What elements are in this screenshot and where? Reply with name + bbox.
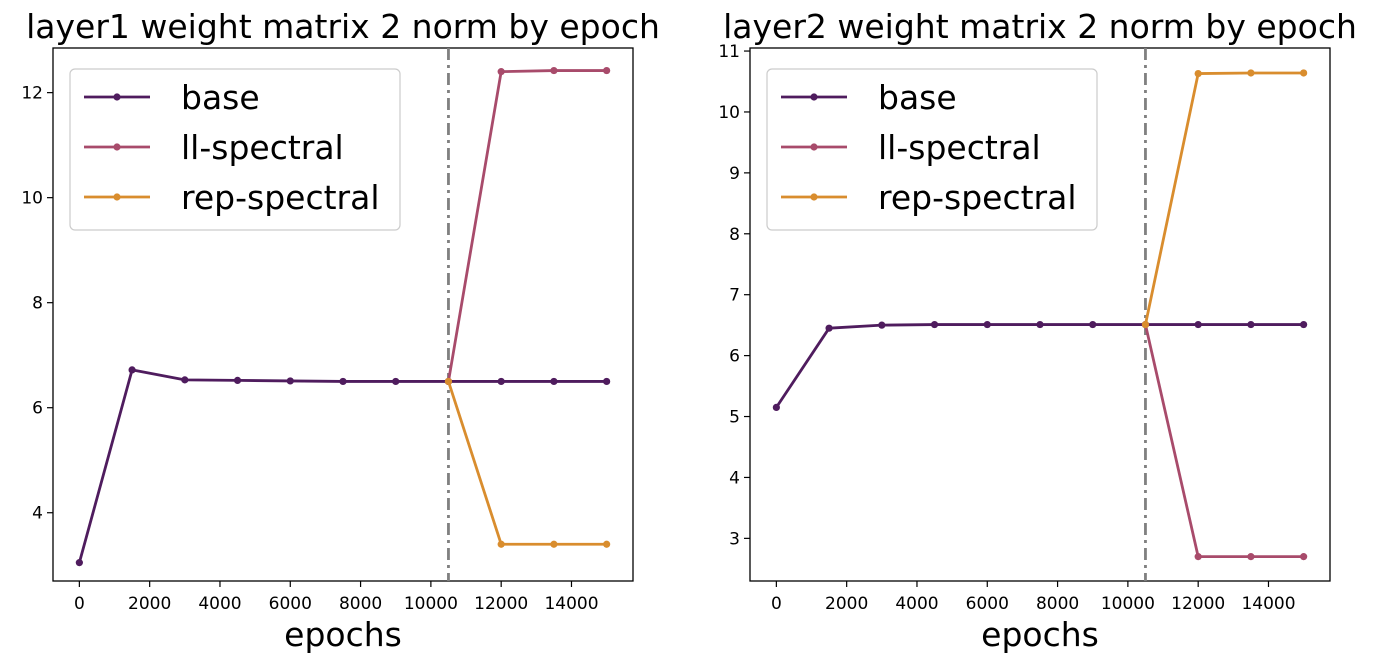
data-point-rep-spectral <box>550 540 558 548</box>
series-line-ll-spectral <box>447 69 607 382</box>
data-point-ll-spectral <box>1247 553 1255 561</box>
data-point-ll-spectral <box>497 68 505 76</box>
legend-label: ll-spectral <box>878 128 1041 167</box>
x-tick-label: 10000 <box>1101 594 1155 614</box>
legend-label: rep-spectral <box>181 178 379 217</box>
x-tick-label: 0 <box>771 594 782 614</box>
legend-marker <box>810 193 818 201</box>
x-axis-label: epochs <box>981 615 1099 654</box>
x-tick-label: 0 <box>74 594 85 614</box>
x-tick-label: 6000 <box>269 594 312 614</box>
legend-label: rep-spectral <box>878 178 1076 217</box>
data-point-base <box>1036 320 1044 329</box>
y-tick-label: 10 <box>21 189 43 209</box>
y-tick-label: 8 <box>32 294 43 314</box>
legend-marker <box>113 193 121 201</box>
legend-label: ll-spectral <box>181 128 344 167</box>
data-point-base <box>550 377 558 386</box>
y-tick-label: 9 <box>729 164 740 184</box>
x-tick-label: 6000 <box>966 594 1009 614</box>
data-point-base <box>983 320 991 329</box>
y-tick-label: 3 <box>729 529 740 549</box>
legend-box <box>766 68 1098 231</box>
data-point-ll-spectral <box>550 66 558 75</box>
x-axis-label: epochs <box>284 615 402 654</box>
data-point-base <box>339 377 347 386</box>
x-tick-label: 12000 <box>474 594 528 614</box>
y-tick-label: 6 <box>729 347 740 367</box>
x-tick-label: 14000 <box>1241 594 1295 614</box>
legend-marker <box>810 93 818 101</box>
legend-marker <box>113 143 121 151</box>
x-tick-label: 4000 <box>895 594 938 614</box>
data-point-base <box>233 376 242 385</box>
data-point-base <box>181 376 189 384</box>
series-line-rep-spectral <box>1144 71 1304 325</box>
data-point-rep-spectral <box>1247 69 1255 77</box>
series-line-base <box>775 323 1304 409</box>
y-tick-label: 11 <box>718 42 740 62</box>
data-point-base <box>1300 320 1308 329</box>
chart-panel-layer1: layer1 weight matrix 2 norm by epoch 0 20… <box>21 7 660 654</box>
data-point-base <box>1089 320 1097 329</box>
x-tick-label: 2000 <box>825 594 868 614</box>
legend-box <box>69 68 401 231</box>
data-point-base <box>930 320 939 329</box>
data-point-base <box>772 403 780 411</box>
data-point-rep-spectral <box>1141 320 1150 329</box>
x-tick-label: 2000 <box>128 594 171 614</box>
x-tick-label: 12000 <box>1171 594 1225 614</box>
y-tick-label: 8 <box>729 225 740 245</box>
x-tick-label: 8000 <box>1036 594 1079 614</box>
legend-label: base <box>878 78 957 117</box>
series-line-rep-spectral <box>447 381 607 546</box>
y-tick-label: 4 <box>32 504 43 524</box>
data-point-rep-spectral <box>1194 69 1202 78</box>
data-point-base <box>392 377 400 386</box>
data-point-base <box>825 324 833 332</box>
x-tick-label: 10000 <box>404 594 458 614</box>
x-tick-label: 8000 <box>339 594 382 614</box>
data-point-rep-spectral <box>497 540 505 548</box>
x-tick-label: 14000 <box>544 594 598 614</box>
legend-label: base <box>181 78 260 117</box>
y-tick-label: 12 <box>21 84 43 104</box>
axes-frame <box>52 47 634 582</box>
data-point-ll-spectral <box>1194 553 1202 561</box>
plot-area: 0 2000 4000 6000 8000 10000 12000 14000 3 4 5 6 7 8 9 1… <box>718 42 1331 614</box>
data-point-base <box>1194 320 1202 329</box>
y-tick-label: 5 <box>729 408 740 428</box>
y-tick-label: 6 <box>32 399 43 419</box>
data-point-ll-spectral <box>603 66 611 75</box>
plot-area: 0 2000 4000 6000 8000 10000 12000 14000 4 6 8 10 12 b… <box>21 47 634 614</box>
data-point-rep-spectral <box>444 377 453 386</box>
x-tick-label: 4000 <box>198 594 241 614</box>
series-line-base <box>78 368 607 563</box>
chart-title: layer1 weight matrix 2 norm by epoch <box>26 7 660 46</box>
legend-marker <box>113 93 121 101</box>
axes-frame <box>749 47 1331 582</box>
data-point-ll-spectral <box>1300 553 1308 561</box>
data-point-base <box>497 377 505 386</box>
data-point-base <box>128 366 136 374</box>
data-point-base <box>878 321 886 329</box>
data-point-base <box>75 559 83 567</box>
y-tick-label: 7 <box>729 286 740 306</box>
data-point-base <box>603 377 611 386</box>
y-tick-label: 4 <box>729 468 740 488</box>
legend-marker <box>810 143 818 151</box>
series-line-ll-spectral <box>1144 324 1304 559</box>
y-tick-label: 10 <box>718 103 740 123</box>
chart-panel-layer2: layer2 weight matrix 2 norm by epoch 0 20… <box>718 7 1357 654</box>
data-point-base <box>286 377 294 385</box>
chart-title: layer2 weight matrix 2 norm by epoch <box>723 7 1357 46</box>
data-point-rep-spectral <box>1300 69 1308 77</box>
data-point-rep-spectral <box>603 540 611 548</box>
data-point-base <box>1247 320 1255 329</box>
